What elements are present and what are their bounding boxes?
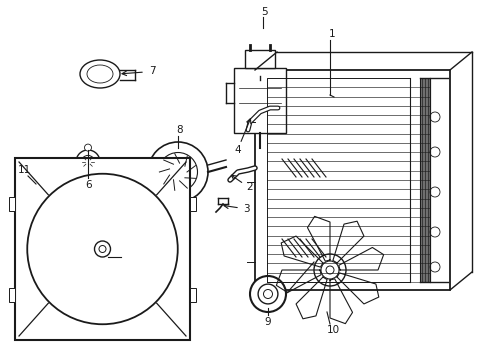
Ellipse shape bbox=[80, 60, 120, 88]
Circle shape bbox=[148, 142, 208, 202]
Text: 2: 2 bbox=[246, 182, 253, 192]
Circle shape bbox=[27, 174, 178, 324]
Ellipse shape bbox=[87, 65, 113, 83]
Circle shape bbox=[430, 227, 440, 237]
Bar bbox=[15, 158, 190, 340]
Circle shape bbox=[258, 284, 278, 304]
Circle shape bbox=[81, 156, 95, 168]
Text: 7: 7 bbox=[148, 66, 155, 76]
Text: 10: 10 bbox=[326, 325, 340, 335]
Circle shape bbox=[158, 153, 197, 192]
Circle shape bbox=[264, 289, 272, 298]
Bar bbox=[9, 197, 15, 211]
Bar bbox=[234, 68, 286, 133]
Circle shape bbox=[70, 158, 77, 166]
Circle shape bbox=[250, 276, 286, 312]
Circle shape bbox=[84, 144, 92, 151]
Circle shape bbox=[95, 241, 111, 257]
Circle shape bbox=[430, 262, 440, 272]
Text: 11: 11 bbox=[17, 165, 31, 175]
Circle shape bbox=[430, 147, 440, 157]
Circle shape bbox=[430, 187, 440, 197]
Text: 4: 4 bbox=[235, 145, 241, 155]
Text: 1: 1 bbox=[329, 29, 335, 39]
Circle shape bbox=[99, 246, 106, 252]
Bar bbox=[190, 197, 196, 211]
Bar bbox=[255, 70, 450, 290]
Circle shape bbox=[84, 173, 92, 180]
Text: 5: 5 bbox=[261, 7, 268, 17]
Text: 9: 9 bbox=[265, 317, 271, 327]
Circle shape bbox=[326, 266, 334, 274]
Circle shape bbox=[169, 163, 187, 181]
Bar bbox=[9, 288, 15, 302]
Circle shape bbox=[321, 261, 339, 279]
Bar bbox=[245, 50, 275, 68]
Circle shape bbox=[99, 158, 106, 166]
Circle shape bbox=[430, 112, 440, 122]
Text: 6: 6 bbox=[86, 180, 92, 190]
Text: 8: 8 bbox=[177, 125, 183, 135]
Circle shape bbox=[314, 254, 346, 286]
Bar bbox=[190, 288, 196, 302]
Text: 3: 3 bbox=[243, 204, 249, 214]
Circle shape bbox=[76, 150, 100, 174]
